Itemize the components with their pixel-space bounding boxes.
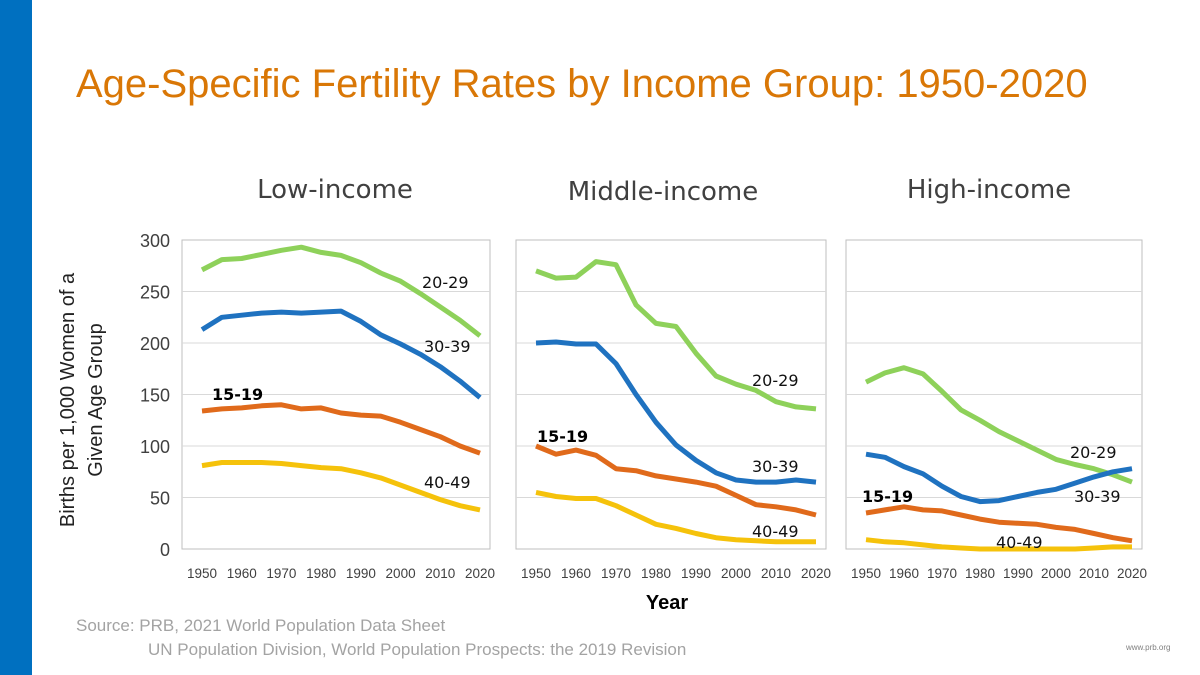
x-tick-label: 1950 bbox=[187, 566, 217, 581]
x-axis-title: Year bbox=[646, 592, 688, 614]
y-axis-title-group: Births per 1,000 Women of a Given Age Gro… bbox=[57, 272, 107, 527]
series-label: 20-29 bbox=[752, 371, 799, 390]
x-tick-label: 2000 bbox=[1041, 566, 1071, 581]
x-tick-label: 1990 bbox=[346, 566, 376, 581]
x-tick-label: 1990 bbox=[681, 566, 711, 581]
series-label: 40-49 bbox=[996, 533, 1043, 552]
series-label: 15-19 bbox=[537, 427, 588, 446]
x-tick-label: 2010 bbox=[761, 566, 791, 581]
y-tick-label: 100 bbox=[140, 437, 170, 457]
x-tick-label: 1970 bbox=[601, 566, 631, 581]
series-label: 20-29 bbox=[1070, 443, 1117, 462]
series-line-40-49 bbox=[201, 460, 481, 513]
x-tick-label: 1980 bbox=[965, 566, 995, 581]
series-line-20-29 bbox=[535, 259, 817, 412]
y-tick-label: 200 bbox=[140, 334, 170, 354]
x-tick-label: 1970 bbox=[927, 566, 957, 581]
x-tick-label: 1960 bbox=[227, 566, 257, 581]
series-line-30-39 bbox=[535, 339, 817, 485]
series-label: 15-19 bbox=[212, 385, 263, 404]
accent-bar bbox=[0, 0, 32, 675]
x-tick-label: 2010 bbox=[425, 566, 455, 581]
x-tick-label: 1980 bbox=[306, 566, 336, 581]
y-tick-label: 300 bbox=[140, 231, 170, 251]
source-line-1: Source: PRB, 2021 World Population Data … bbox=[76, 616, 446, 635]
x-tick-label: 1980 bbox=[641, 566, 671, 581]
x-tick-label: 2020 bbox=[465, 566, 495, 581]
series-label: 40-49 bbox=[752, 522, 799, 541]
series-label: 40-49 bbox=[424, 473, 471, 492]
series-label: 30-39 bbox=[424, 337, 471, 356]
series-line-15-19 bbox=[865, 504, 1133, 544]
x-tick-label: 1990 bbox=[1003, 566, 1033, 581]
y-tick-label: 50 bbox=[150, 489, 170, 509]
panel-title: Low-income bbox=[257, 175, 413, 205]
y-tick-label: 0 bbox=[160, 540, 170, 560]
x-tick-label: 1960 bbox=[561, 566, 591, 581]
series-line-20-29 bbox=[864, 365, 1133, 485]
series-line-40-49 bbox=[535, 489, 816, 545]
series-line-30-39 bbox=[200, 308, 482, 400]
x-tick-label: 2020 bbox=[801, 566, 831, 581]
series-line-30-39 bbox=[865, 451, 1133, 505]
series-label: 30-39 bbox=[1074, 487, 1121, 506]
series-line-15-19 bbox=[201, 402, 481, 456]
source-line-2: UN Population Division, World Population… bbox=[148, 640, 687, 659]
y-tick-label: 150 bbox=[140, 386, 170, 406]
x-tick-label: 2010 bbox=[1079, 566, 1109, 581]
series-label: 20-29 bbox=[422, 273, 469, 292]
x-tick-label: 1960 bbox=[889, 566, 919, 581]
series-label: 15-19 bbox=[862, 487, 913, 506]
x-tick-label: 2000 bbox=[721, 566, 751, 581]
series-line-40-49 bbox=[865, 537, 1132, 552]
series-line-20-29 bbox=[200, 244, 482, 338]
series-line-15-19 bbox=[535, 443, 817, 518]
y-tick-label: 250 bbox=[140, 283, 170, 303]
x-tick-label: 1950 bbox=[521, 566, 551, 581]
y-axis-title-line: Given Age Group bbox=[85, 323, 107, 476]
y-axis-title-line: Births per 1,000 Women of a bbox=[57, 272, 79, 527]
series-label: 30-39 bbox=[752, 457, 799, 476]
credit-text: www.prb.org bbox=[1126, 643, 1171, 652]
x-tick-label: 2000 bbox=[386, 566, 416, 581]
panel-title: High-income bbox=[907, 175, 1071, 205]
x-tick-label: 2020 bbox=[1117, 566, 1147, 581]
slide-title: Age-Specific Fertility Rates by Income G… bbox=[76, 62, 1088, 106]
x-tick-label: 1970 bbox=[266, 566, 296, 581]
x-tick-label: 1950 bbox=[851, 566, 881, 581]
panel-title: Middle-income bbox=[568, 177, 759, 207]
